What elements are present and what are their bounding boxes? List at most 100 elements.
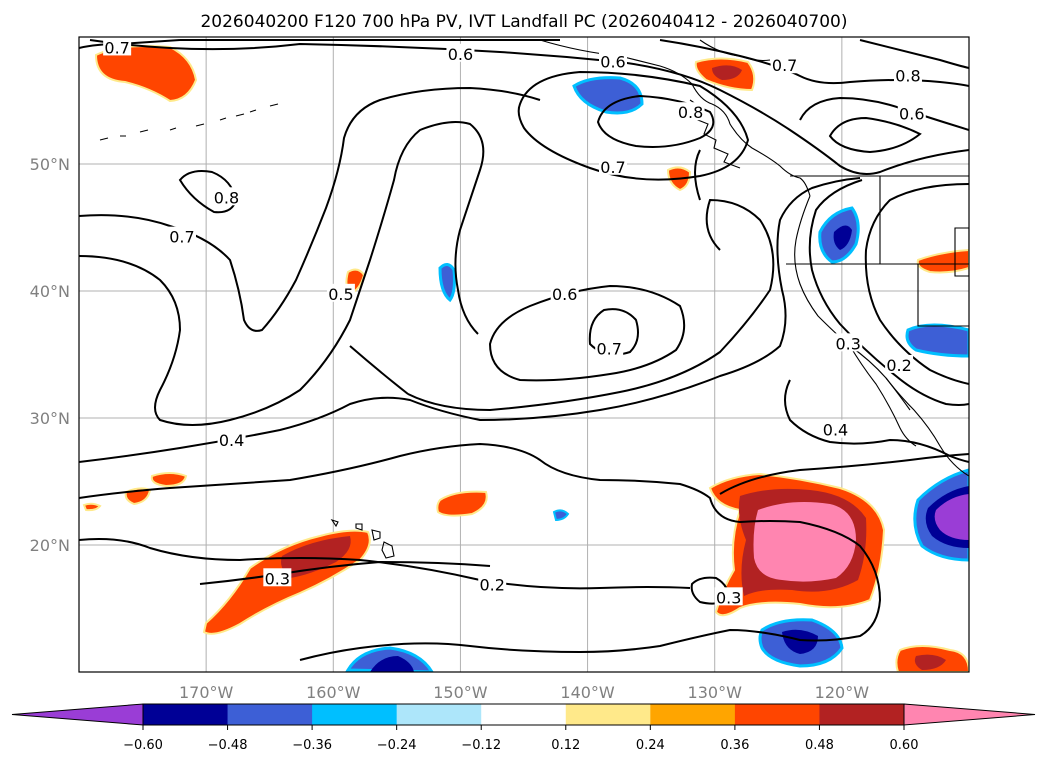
- shade-pos-se-core: [753, 502, 856, 582]
- contour-label-bg: [326, 283, 355, 302]
- colorbar-tick-label: −0.24: [377, 738, 417, 753]
- coast-baja: [849, 345, 917, 447]
- contour-label-bg: [770, 55, 799, 74]
- contour-labels: 0.7 0.6 0.6 0.7 0.8 0.6 0.8 0.7 0.8 0.7 0.5 0.6 0.7 0…: [103, 37, 926, 607]
- contour-0.2-south: [79, 538, 691, 590]
- colorbar-frame: [142, 703, 905, 726]
- contour-label-bg: [550, 283, 579, 302]
- contour-0.7-ne: [659, 39, 969, 87]
- colorbar-tick-label: 0.24: [636, 738, 665, 753]
- contour-label-bg: [714, 587, 743, 606]
- contour-label-bg: [478, 574, 507, 593]
- x-axis-ticks: 170°W 160°W 150°W 140°W 130°W 120°W: [179, 683, 869, 702]
- colorbar-tick-label: −0.36: [292, 738, 332, 753]
- colorbar-extend-high: [903, 703, 1036, 726]
- shade-pos-25n-b: [150, 472, 188, 488]
- colorbar-tick-label: 0.36: [720, 738, 749, 753]
- contour-0.2-se: [719, 453, 969, 495]
- colorbar-segment: [481, 704, 567, 725]
- shade-pos-hawaii-core: [281, 536, 351, 578]
- contour-0.7-ne-closed: [799, 96, 969, 131]
- shading-negative: [345, 76, 969, 672]
- colorbar-tick-label: 0.12: [551, 738, 580, 753]
- shade-pos-22n: [436, 490, 488, 517]
- contour-label: 0.8: [678, 103, 703, 122]
- contour-label-bg: [217, 429, 246, 448]
- contour-label: 0.4: [823, 421, 848, 440]
- contour-label: 0.7: [169, 228, 194, 247]
- contour-label: 0.8: [214, 188, 239, 207]
- contour-label-bg: [599, 51, 627, 70]
- colorbar-segment: [565, 704, 651, 725]
- contour-label-bg: [834, 333, 863, 352]
- colorbar-segment: [819, 704, 905, 725]
- contour-0.5-west: [79, 121, 485, 426]
- colorbar-tick-label: 0.60: [890, 738, 919, 753]
- contour-label: 0.3: [835, 334, 860, 353]
- contour-label: 0.3: [265, 569, 290, 588]
- contour-label-bg: [885, 354, 914, 373]
- us-borders: [786, 175, 969, 327]
- contour-label: 0.3: [716, 588, 741, 607]
- contour-label-bg: [212, 187, 241, 206]
- colorbar-tick-label: −0.60: [123, 738, 163, 753]
- contour-0.4-coast: [784, 379, 969, 463]
- shade-neg-west-us-core: [833, 225, 852, 250]
- contour-label-bg: [595, 338, 624, 357]
- map-area: 0.7 0.6 0.6 0.7 0.8 0.6 0.8 0.7 0.8 0.7 0.5 0.6 0.7 0…: [79, 37, 969, 672]
- shade-pos-se-corner-core: [914, 654, 946, 670]
- contour-label: 0.6: [899, 104, 924, 123]
- contour-label-bg: [446, 43, 475, 62]
- contour-label-bg: [599, 156, 627, 175]
- colorbar-extend-low: [11, 703, 144, 726]
- contour-0.3-long: [199, 560, 491, 585]
- contour-0.3-coast: [808, 179, 969, 406]
- contour-0.6-north: [89, 39, 969, 175]
- contour-label: 0.4: [219, 431, 244, 450]
- shade-neg-12n-core: [782, 629, 818, 654]
- contour-label-bg: [103, 37, 132, 56]
- colorbar-segment: [227, 704, 313, 725]
- contour-label: 0.6: [448, 45, 473, 64]
- contour-label: 0.2: [886, 356, 911, 375]
- chart-title: 2026040200 F120 700 hPa PV, IVT Landfall…: [200, 12, 847, 32]
- contour-label: 0.2: [479, 576, 504, 595]
- contour-0.6-central: [488, 284, 686, 382]
- colorbar-tick-label: −0.48: [208, 738, 248, 753]
- contour-label: 0.5: [328, 285, 353, 304]
- contour-0.2-coast: [864, 183, 969, 385]
- contour-label: 0.7: [596, 339, 621, 358]
- contour-label-bg: [676, 102, 705, 121]
- colorbar-segment: [143, 704, 229, 725]
- y-tick-label: 40°N: [30, 282, 70, 301]
- shade-neg-gulf-alaska: [572, 76, 644, 115]
- colorbar-segment: [734, 704, 820, 725]
- x-tick-label: 170°W: [179, 683, 234, 702]
- shade-neg-22n-small: [552, 509, 570, 522]
- contour-label: 0.6: [600, 52, 625, 71]
- contour-label-bg: [263, 568, 292, 587]
- y-axis-ticks: 20°N 30°N 40°N 50°N: [30, 155, 70, 555]
- shade-neg-sw-us: [905, 323, 969, 358]
- y-tick-label: 30°N: [30, 409, 70, 428]
- x-tick-label: 120°W: [815, 683, 870, 702]
- contour-label: 0.7: [772, 56, 797, 75]
- contour-0.8-ne: [859, 39, 969, 69]
- x-tick-label: 160°W: [306, 683, 361, 702]
- contour-0.5-east: [349, 149, 775, 412]
- colorbar-segment: [312, 704, 398, 725]
- x-tick-label: 140°W: [560, 683, 615, 702]
- shade-neg-mexico-core: [934, 494, 969, 540]
- colorbar: −0.60 −0.48 −0.36 −0.24 −0.12 0.12 0.24 0.36 0.4…: [11, 703, 1036, 753]
- contour-label-bg: [167, 226, 196, 245]
- contour-0.8-closed-ne: [828, 116, 922, 154]
- shade-pos-alaska-core: [712, 65, 742, 80]
- shade-pos-east-42n: [916, 248, 969, 274]
- contour-label: 0.8: [895, 66, 920, 85]
- colorbar-segment: [396, 704, 482, 725]
- contour-0.8-gulf: [596, 94, 715, 148]
- shade-neg-bottom-core: [370, 656, 414, 672]
- y-tick-label: 50°N: [30, 155, 70, 174]
- contour-label-bg: [821, 419, 850, 438]
